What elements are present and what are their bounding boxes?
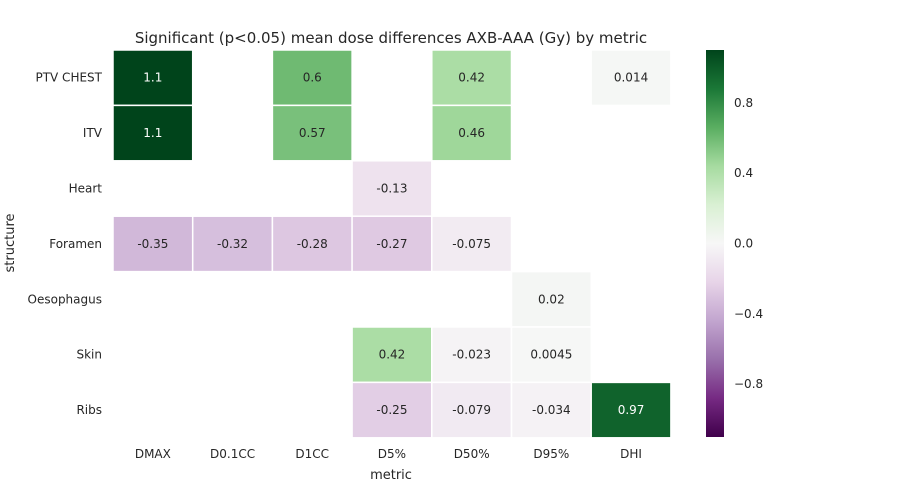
cell-value-label: -0.13 — [376, 182, 407, 196]
heatmap-cell — [351, 381, 433, 439]
colorbar-tick-label: 0.4 — [734, 166, 753, 180]
cell-value-label: 1.1 — [143, 126, 162, 140]
heatmap-cell — [271, 104, 353, 162]
y-tick-label: Foramen — [49, 237, 102, 251]
cell-value-label: -0.25 — [376, 403, 407, 417]
cell-value-label: -0.28 — [297, 237, 328, 251]
heatmap-cell — [510, 381, 592, 439]
heatmap-cell — [510, 326, 592, 384]
cell-value-label: 0.014 — [614, 71, 648, 85]
cell-value-label: -0.079 — [452, 403, 491, 417]
y-tick-label: Skin — [76, 348, 102, 362]
cell-value-label: -0.075 — [452, 237, 491, 251]
cell-value-label: -0.35 — [137, 237, 168, 251]
cell-value-label: -0.32 — [217, 237, 248, 251]
cell-value-label: 0.42 — [458, 71, 485, 85]
colorbar-tick-label: 0.0 — [734, 237, 753, 251]
y-tick-label: ITV — [83, 126, 103, 140]
heatmap-cell — [431, 381, 513, 439]
heatmap-cell — [112, 49, 194, 107]
cell-value-label: -0.27 — [376, 237, 407, 251]
colorbar-tick-label: 0.8 — [734, 96, 753, 110]
heatmap-cell — [431, 326, 513, 384]
cell-value-label: 1.1 — [143, 71, 162, 85]
x-tick-labels: DMAX D0.1CC D1CC D5% D50% D95% DHI — [135, 447, 642, 461]
x-tick-label: D0.1CC — [210, 447, 255, 461]
y-tick-label: Heart — [69, 182, 103, 196]
cell-value-label: 0.6 — [303, 71, 322, 85]
chart-title: Significant (p<0.05) mean dose differenc… — [135, 29, 647, 47]
cell-value-label: 0.02 — [538, 292, 565, 306]
cell-value-label: -0.023 — [452, 348, 491, 362]
heatmap-cell — [271, 49, 353, 107]
y-tick-label: Oesophagus — [28, 292, 102, 306]
heatmap-cell — [351, 215, 433, 273]
colorbar-tick-label: −0.8 — [734, 377, 763, 391]
heatmap-cell — [510, 270, 592, 328]
x-tick-label: D50% — [454, 447, 490, 461]
heatmap-cell — [431, 104, 513, 162]
heatmap-cell — [431, 215, 513, 273]
y-axis-label: structure — [3, 214, 18, 273]
colorbar — [706, 50, 724, 437]
x-tick-label: DMAX — [135, 447, 171, 461]
x-tick-label: D95% — [533, 447, 569, 461]
y-tick-labels: PTV CHEST ITV Heart Foramen Oesophagus Skin Ri… — [28, 71, 103, 417]
heatmap-cell — [112, 215, 194, 273]
heatmap-cell — [112, 104, 194, 162]
cell-value-label: 0.97 — [618, 403, 645, 417]
heatmap-cell — [351, 160, 433, 217]
cell-value-label: 0.42 — [379, 348, 406, 362]
y-tick-label: Ribs — [76, 403, 102, 417]
x-tick-label: DHI — [620, 447, 642, 461]
heatmap-cell — [590, 381, 672, 439]
cell-value-label: 0.0045 — [530, 348, 572, 362]
x-tick-label: D1CC — [295, 447, 329, 461]
cell-value-label: -0.034 — [532, 403, 571, 417]
x-axis-label: metric — [370, 468, 412, 483]
cell-value-label: 0.57 — [299, 126, 326, 140]
x-tick-label: D5% — [378, 447, 406, 461]
y-tick-label: PTV CHEST — [35, 71, 102, 85]
heatmap-cells: 1.1 0.6 0.42 0.014 1.1 0.57 0.46 -0.13 -0.35 -0.3… — [112, 49, 672, 439]
heatmap-cell — [590, 49, 672, 107]
colorbar-ticks: 0.8 0.4 0.0 −0.4 −0.8 — [734, 96, 763, 391]
heatmap-cell — [191, 215, 274, 273]
colorbar-tick-label: −0.4 — [734, 307, 763, 321]
cell-value-label: 0.46 — [458, 126, 485, 140]
